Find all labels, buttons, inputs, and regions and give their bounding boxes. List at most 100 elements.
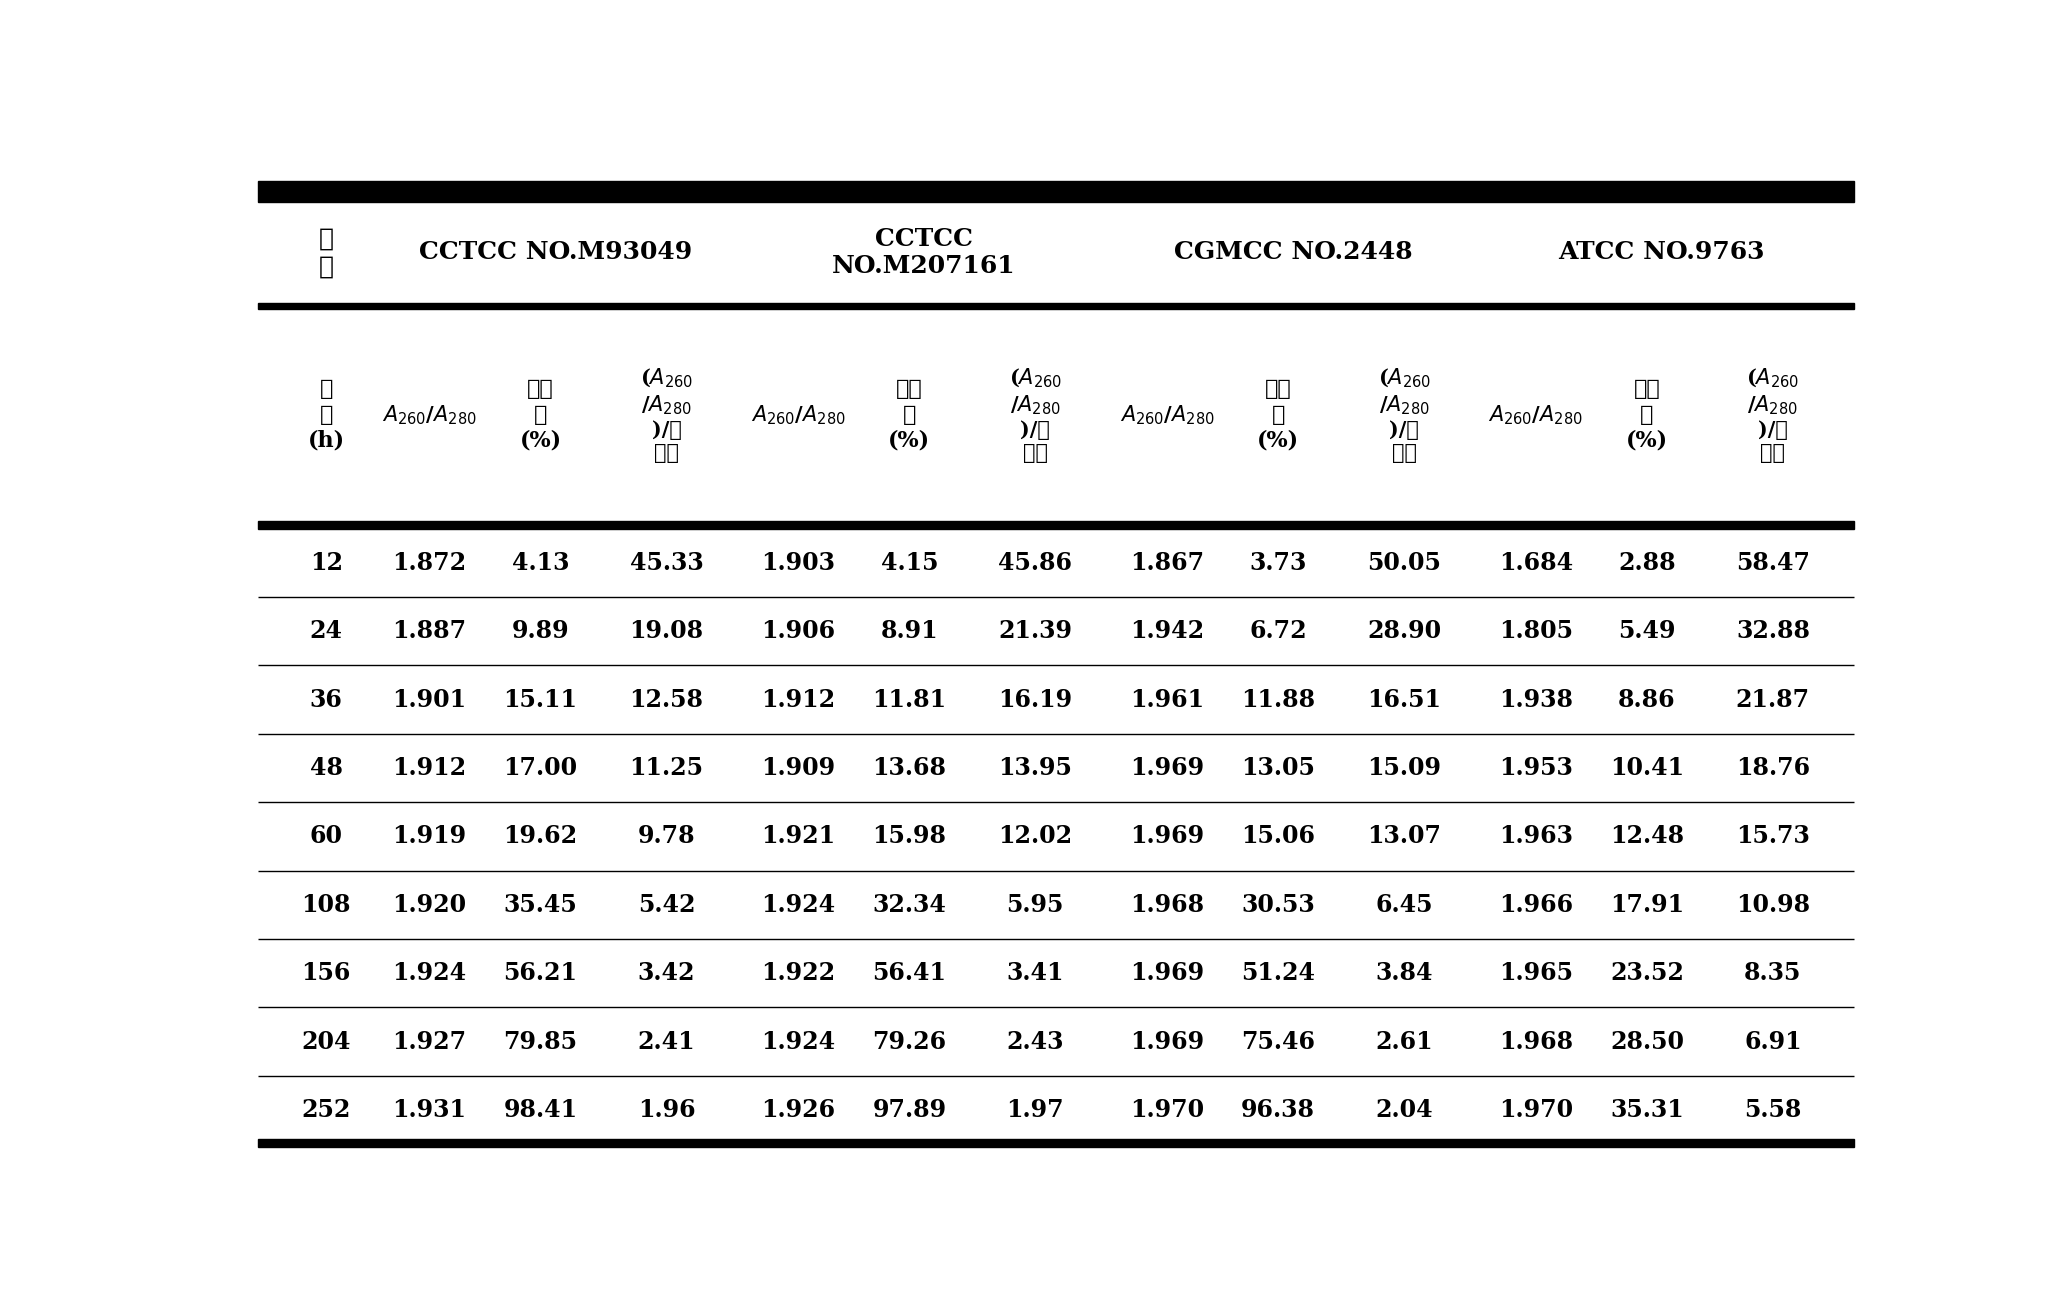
Text: 21.87: 21.87 bbox=[1737, 687, 1811, 712]
Text: 3.42: 3.42 bbox=[639, 961, 694, 986]
Text: 1.684: 1.684 bbox=[1498, 551, 1572, 575]
Text: 菌
种: 菌 种 bbox=[319, 227, 334, 279]
Text: 6.45: 6.45 bbox=[1376, 892, 1434, 917]
Text: 28.90: 28.90 bbox=[1368, 619, 1442, 643]
Text: 11.25: 11.25 bbox=[630, 756, 705, 779]
Text: 252: 252 bbox=[301, 1099, 350, 1122]
Text: 2.61: 2.61 bbox=[1376, 1030, 1434, 1053]
Text: 1.927: 1.927 bbox=[391, 1030, 466, 1053]
Text: 时
间
(h): 时 间 (h) bbox=[307, 379, 344, 451]
Text: 13.68: 13.68 bbox=[871, 756, 946, 779]
Text: 9.89: 9.89 bbox=[511, 619, 569, 643]
Text: 97.89: 97.89 bbox=[871, 1099, 946, 1122]
Text: 11.81: 11.81 bbox=[871, 687, 946, 712]
Text: 3.84: 3.84 bbox=[1376, 961, 1434, 986]
Bar bbox=[258, 180, 1854, 202]
Text: 死亡
率
(%): 死亡 率 (%) bbox=[1257, 379, 1300, 451]
Text: 60: 60 bbox=[309, 825, 342, 848]
Text: ($A_{260}$
/$A_{280}$
)/死
亡率: ($A_{260}$ /$A_{280}$ )/死 亡率 bbox=[1378, 366, 1430, 463]
Text: 1.970: 1.970 bbox=[1498, 1099, 1572, 1122]
Text: 1.924: 1.924 bbox=[760, 892, 834, 917]
Text: 1.921: 1.921 bbox=[760, 825, 834, 848]
Text: 18.76: 18.76 bbox=[1737, 756, 1811, 779]
Text: 1.906: 1.906 bbox=[760, 619, 834, 643]
Text: 死亡
率
(%): 死亡 率 (%) bbox=[1625, 379, 1669, 451]
Text: 10.41: 10.41 bbox=[1611, 756, 1685, 779]
Text: 5.95: 5.95 bbox=[1007, 892, 1063, 917]
Text: 79.26: 79.26 bbox=[871, 1030, 946, 1053]
Text: 1.922: 1.922 bbox=[760, 961, 834, 986]
Text: ($A_{260}$
/$A_{280}$
)/死
亡率: ($A_{260}$ /$A_{280}$ )/死 亡率 bbox=[641, 366, 692, 463]
Text: 156: 156 bbox=[301, 961, 350, 986]
Text: 1.912: 1.912 bbox=[760, 687, 834, 712]
Text: 15.98: 15.98 bbox=[871, 825, 946, 848]
Text: CCTCC NO.M93049: CCTCC NO.M93049 bbox=[418, 240, 692, 265]
Text: 1.961: 1.961 bbox=[1129, 687, 1203, 712]
Text: $A_{260}$/$A_{280}$: $A_{260}$/$A_{280}$ bbox=[1487, 403, 1582, 427]
Text: 1.953: 1.953 bbox=[1500, 756, 1572, 779]
Text: 98.41: 98.41 bbox=[503, 1099, 577, 1122]
Text: 2.04: 2.04 bbox=[1376, 1099, 1434, 1122]
Text: 1.938: 1.938 bbox=[1500, 687, 1572, 712]
Text: 8.91: 8.91 bbox=[880, 619, 937, 643]
Text: 2.43: 2.43 bbox=[1007, 1030, 1065, 1053]
Text: ($A_{260}$
/$A_{280}$
)/死
亡率: ($A_{260}$ /$A_{280}$ )/死 亡率 bbox=[1747, 366, 1800, 463]
Text: 17.00: 17.00 bbox=[503, 756, 577, 779]
Text: 51.24: 51.24 bbox=[1242, 961, 1314, 986]
Text: 1.912: 1.912 bbox=[391, 756, 466, 779]
Text: 3.41: 3.41 bbox=[1007, 961, 1065, 986]
Text: 50.05: 50.05 bbox=[1368, 551, 1442, 575]
Text: 75.46: 75.46 bbox=[1242, 1030, 1314, 1053]
Text: 79.85: 79.85 bbox=[503, 1030, 577, 1053]
Text: 1.968: 1.968 bbox=[1129, 892, 1203, 917]
Text: 1.926: 1.926 bbox=[760, 1099, 834, 1122]
Text: 1.966: 1.966 bbox=[1498, 892, 1572, 917]
Bar bbox=[258, 303, 1854, 309]
Text: 1.969: 1.969 bbox=[1129, 825, 1203, 848]
Text: 1.867: 1.867 bbox=[1129, 551, 1203, 575]
Text: 12: 12 bbox=[309, 551, 342, 575]
Text: 1.931: 1.931 bbox=[391, 1099, 466, 1122]
Text: 45.33: 45.33 bbox=[630, 551, 702, 575]
Text: 1.97: 1.97 bbox=[1007, 1099, 1065, 1122]
Text: 19.62: 19.62 bbox=[503, 825, 577, 848]
Text: 1.887: 1.887 bbox=[391, 619, 466, 643]
Text: 28.50: 28.50 bbox=[1611, 1030, 1683, 1053]
Text: ATCC NO.9763: ATCC NO.9763 bbox=[1557, 240, 1765, 265]
Text: 1.942: 1.942 bbox=[1129, 619, 1203, 643]
Text: 19.08: 19.08 bbox=[630, 619, 705, 643]
Text: 1.970: 1.970 bbox=[1129, 1099, 1203, 1122]
Text: ($A_{260}$
/$A_{280}$
)/死
亡率: ($A_{260}$ /$A_{280}$ )/死 亡率 bbox=[1009, 366, 1061, 463]
Text: 5.42: 5.42 bbox=[639, 892, 694, 917]
Text: 1.968: 1.968 bbox=[1498, 1030, 1572, 1053]
Text: 死亡
率
(%): 死亡 率 (%) bbox=[519, 379, 562, 451]
Text: 9.78: 9.78 bbox=[639, 825, 696, 848]
Text: 8.86: 8.86 bbox=[1619, 687, 1675, 712]
Text: 12.58: 12.58 bbox=[630, 687, 705, 712]
Text: 4.13: 4.13 bbox=[511, 551, 569, 575]
Text: 1.920: 1.920 bbox=[391, 892, 466, 917]
Text: 2.41: 2.41 bbox=[639, 1030, 696, 1053]
Text: 1.96: 1.96 bbox=[639, 1099, 696, 1122]
Text: 13.95: 13.95 bbox=[999, 756, 1073, 779]
Text: 1.924: 1.924 bbox=[760, 1030, 834, 1053]
Text: $A_{260}$/$A_{280}$: $A_{260}$/$A_{280}$ bbox=[750, 403, 845, 427]
Text: 3.73: 3.73 bbox=[1250, 551, 1306, 575]
Text: 15.11: 15.11 bbox=[503, 687, 577, 712]
Text: 1.969: 1.969 bbox=[1129, 756, 1203, 779]
Text: 16.19: 16.19 bbox=[999, 687, 1073, 712]
Text: $A_{260}$/$A_{280}$: $A_{260}$/$A_{280}$ bbox=[1119, 403, 1213, 427]
Text: 5.58: 5.58 bbox=[1745, 1099, 1802, 1122]
Text: 10.98: 10.98 bbox=[1737, 892, 1811, 917]
Text: 2.88: 2.88 bbox=[1619, 551, 1675, 575]
Text: 36: 36 bbox=[309, 687, 342, 712]
Text: 48: 48 bbox=[309, 756, 342, 779]
Text: 6.91: 6.91 bbox=[1745, 1030, 1802, 1053]
Text: 1.969: 1.969 bbox=[1129, 961, 1203, 986]
Text: 11.88: 11.88 bbox=[1240, 687, 1314, 712]
Text: 12.48: 12.48 bbox=[1611, 825, 1685, 848]
Text: 35.31: 35.31 bbox=[1611, 1099, 1683, 1122]
Text: 15.06: 15.06 bbox=[1242, 825, 1314, 848]
Text: 15.09: 15.09 bbox=[1368, 756, 1442, 779]
Text: 32.88: 32.88 bbox=[1737, 619, 1811, 643]
